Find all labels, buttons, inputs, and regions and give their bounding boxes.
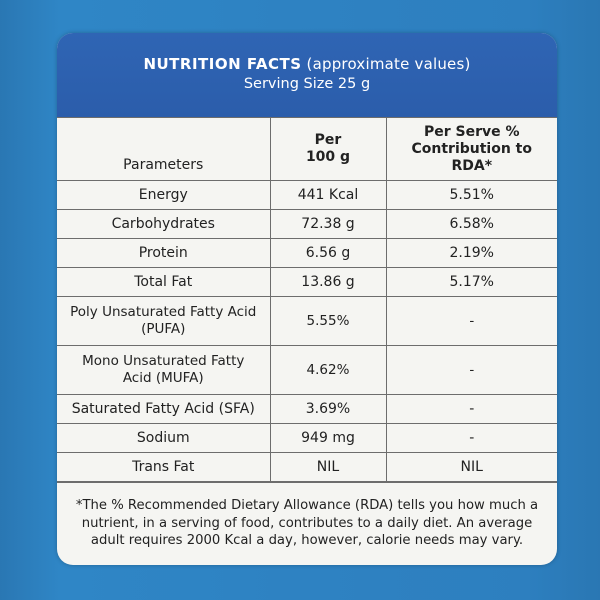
nutrition-subtitle: (approximate values) — [306, 55, 471, 73]
nutrition-header: NUTRITION FACTS (approximate values) Ser… — [57, 33, 557, 117]
rda-cell: - — [385, 394, 557, 424]
rda-footnote: *The % Recommended Dietary Allowance (RD… — [57, 482, 557, 550]
header-rda-label: Per Serve % Contribution to RDA* — [411, 123, 532, 174]
param-cell: Energy — [57, 180, 271, 210]
param-label: Poly Unsaturated Fatty Acid (PUFA) — [70, 304, 257, 337]
nutrition-label: NUTRITION FACTS (approximate values) Ser… — [57, 33, 557, 565]
param-cell: Saturated Fatty Acid (SFA) — [57, 394, 271, 424]
per100g-cell: 6.56 g — [269, 238, 387, 268]
per100g-cell: 72.38 g — [269, 209, 387, 239]
per100g-cell: 5.55% — [269, 296, 387, 346]
rda-cell: - — [385, 345, 557, 395]
rda-cell: - — [385, 296, 557, 346]
header-per-100g: Per 100 g — [269, 117, 387, 181]
rda-cell: 2.19% — [385, 238, 557, 268]
table-row: Total Fat 13.86 g 5.17% — [57, 267, 557, 297]
param-cell: Total Fat — [57, 267, 271, 297]
nutrition-table: Parameters Per 100 g Per Serve % Contribut… — [57, 117, 557, 482]
per100g-cell: 949 mg — [269, 423, 387, 453]
param-cell: Mono Unsaturated Fatty Acid (MUFA) — [57, 345, 271, 395]
param-cell: Protein — [57, 238, 271, 268]
param-cell: Sodium — [57, 423, 271, 453]
param-cell: Trans Fat — [57, 452, 271, 482]
header-per-100g-label: Per 100 g — [305, 132, 351, 165]
rda-cell: 5.17% — [385, 267, 557, 297]
table-row: Carbohydrates 72.38 g 6.58% — [57, 209, 557, 239]
param-cell: Poly Unsaturated Fatty Acid (PUFA) — [57, 296, 271, 346]
param-label: Mono Unsaturated Fatty Acid (MUFA) — [82, 353, 245, 386]
header-parameters-label: Parameters — [123, 157, 204, 173]
param-cell: Carbohydrates — [57, 209, 271, 239]
serving-size: Serving Size 25 g — [243, 76, 371, 92]
per100g-cell: NIL — [269, 452, 387, 482]
table-row: Mono Unsaturated Fatty Acid (MUFA) 4.62% … — [57, 345, 557, 395]
rda-cell: 5.51% — [385, 180, 557, 210]
header-parameters: Parameters — [57, 117, 271, 181]
rda-cell: - — [385, 423, 557, 453]
table-header-row: Parameters Per 100 g Per Serve % Contribut… — [57, 117, 557, 181]
per100g-cell: 3.69% — [269, 394, 387, 424]
table-row: Poly Unsaturated Fatty Acid (PUFA) 5.55% … — [57, 296, 557, 346]
table-row: Sodium 949 mg - — [57, 423, 557, 453]
per100g-cell: 441 Kcal — [269, 180, 387, 210]
table-row: Protein 6.56 g 2.19% — [57, 238, 557, 268]
per100g-cell: 4.62% — [269, 345, 387, 395]
header-title-line: NUTRITION FACTS (approximate values) — [57, 55, 557, 73]
table-row: Trans Fat NIL NIL — [57, 452, 557, 482]
nutrition-title: NUTRITION FACTS — [143, 55, 302, 73]
table-row: Energy 441 Kcal 5.51% — [57, 180, 557, 210]
per100g-cell: 13.86 g — [269, 267, 387, 297]
table-row: Saturated Fatty Acid (SFA) 3.69% - — [57, 394, 557, 424]
rda-cell: NIL — [385, 452, 557, 482]
rda-cell: 6.58% — [385, 209, 557, 239]
header-rda: Per Serve % Contribution to RDA* — [385, 117, 557, 181]
